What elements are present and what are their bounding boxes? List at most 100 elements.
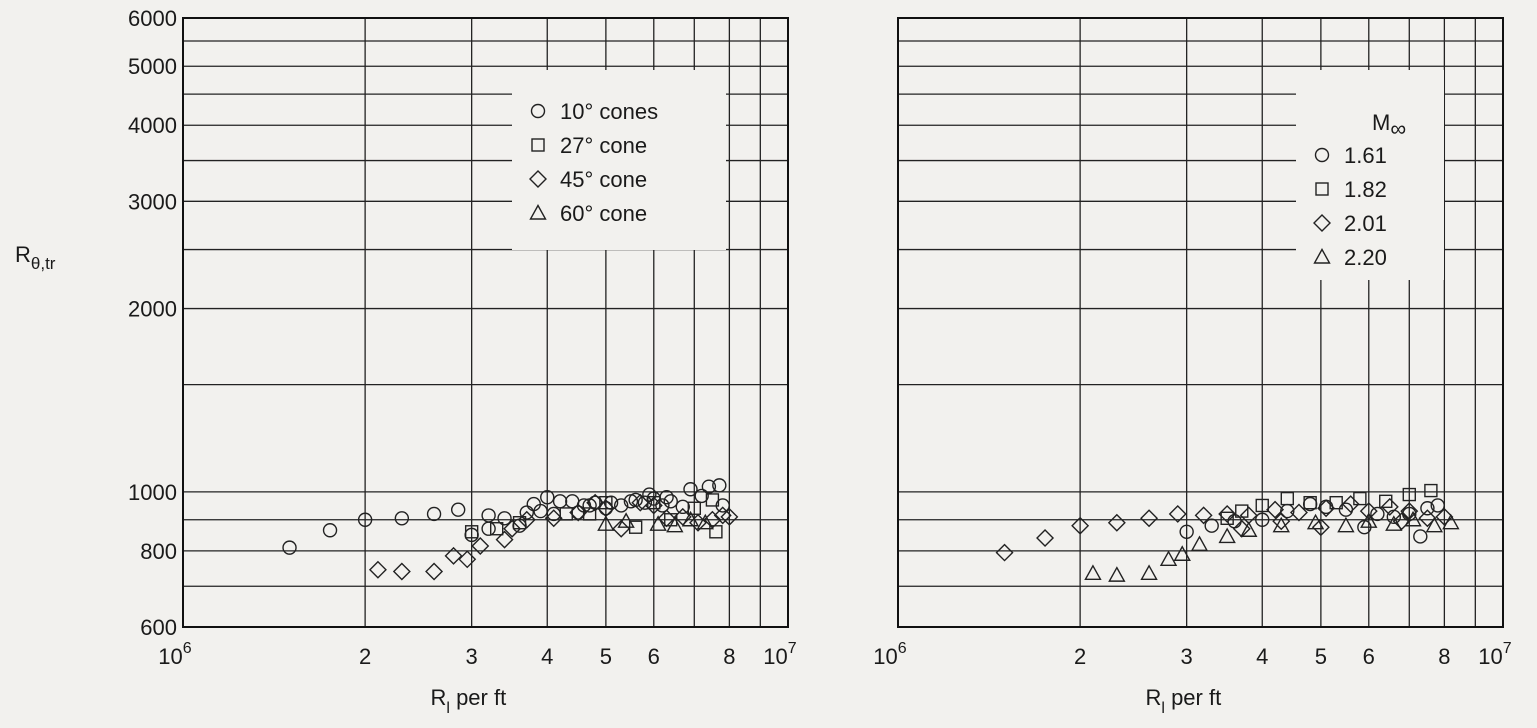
data-point-circle bbox=[450, 502, 466, 517]
data-point-circle bbox=[519, 505, 534, 520]
legend-entry-label: 2.20 bbox=[1344, 245, 1387, 270]
data-point-square bbox=[582, 507, 597, 521]
data-point-diamond bbox=[1194, 506, 1213, 525]
data-point-diamond bbox=[631, 493, 650, 512]
data-point-triangle bbox=[1272, 516, 1290, 533]
data-points bbox=[995, 483, 1460, 582]
data-point-square bbox=[1402, 487, 1416, 502]
data-point-circle bbox=[497, 511, 512, 526]
data-point-circle bbox=[481, 508, 496, 523]
data-point-circle bbox=[1338, 502, 1354, 517]
data-point-square bbox=[464, 525, 479, 539]
data-point-diamond bbox=[1289, 503, 1308, 522]
data-point-triangle bbox=[1306, 513, 1325, 530]
legend-triangle-icon bbox=[529, 204, 547, 220]
data-point-circle bbox=[613, 498, 629, 513]
data-point-square bbox=[687, 501, 701, 515]
data-point-circle bbox=[526, 496, 541, 512]
data-point-diamond bbox=[1036, 529, 1055, 547]
data-point-diamond bbox=[1107, 513, 1126, 532]
data-points bbox=[282, 478, 739, 581]
legend-entry-label: 10° cones bbox=[560, 99, 658, 124]
data-point-diamond bbox=[1311, 518, 1330, 537]
data-point-triangle bbox=[1140, 564, 1158, 581]
data-point-diamond bbox=[392, 562, 411, 581]
data-point-diamond bbox=[1266, 500, 1285, 519]
data-point-circle bbox=[712, 478, 727, 493]
data-point-diamond bbox=[1418, 509, 1437, 528]
data-point-circle bbox=[1255, 512, 1270, 527]
data-point-circle bbox=[1370, 506, 1385, 522]
x-tick-label: 8 bbox=[1438, 644, 1450, 669]
data-point-diamond bbox=[495, 530, 514, 549]
plot-frame bbox=[182, 17, 789, 628]
y-axis-label: Rθ,tr bbox=[15, 242, 56, 273]
left-chart-panel: 106 2 3 4 5 6 8 107 600 800 1000 2000 3000 4000 5000 60… bbox=[15, 6, 797, 717]
legend-entry-label: 2.01 bbox=[1344, 211, 1387, 236]
data-point-diamond bbox=[544, 509, 563, 528]
data-point-triangle bbox=[1385, 515, 1403, 531]
y-tick-label: 5000 bbox=[128, 54, 177, 79]
x-tick-label: 107 bbox=[1478, 640, 1511, 669]
x-tick-label: 106 bbox=[873, 640, 906, 669]
data-point-diamond bbox=[1341, 495, 1360, 514]
plot-frame bbox=[897, 17, 1504, 628]
data-point-diamond bbox=[1071, 516, 1090, 535]
legend-circle-icon bbox=[530, 103, 546, 119]
y-tick-label: 4000 bbox=[128, 113, 177, 138]
right-chart-panel: 106 2 3 4 5 6 8 107 Rl per ft M∞1.61 1.82 2.01 2.20 bbox=[873, 17, 1512, 717]
x-tick-label: 3 bbox=[1181, 644, 1193, 669]
data-point-circle bbox=[394, 511, 410, 526]
data-point-square bbox=[705, 493, 720, 507]
data-point-square bbox=[1303, 495, 1317, 510]
data-point-circle bbox=[357, 512, 373, 527]
data-point-triangle bbox=[597, 515, 615, 531]
legend-diamond-icon bbox=[529, 170, 547, 188]
data-point-triangle bbox=[1442, 513, 1460, 530]
data-point-diamond bbox=[657, 509, 676, 528]
data-point-diamond bbox=[586, 493, 605, 512]
y-tick-label: 800 bbox=[140, 539, 177, 564]
legend: 10° cones 27° cone 45° cone 60° cone bbox=[512, 70, 726, 250]
data-point-circle bbox=[1430, 498, 1445, 513]
data-point-triangle bbox=[696, 513, 714, 530]
legend-square-icon bbox=[1315, 182, 1329, 196]
data-point-diamond bbox=[1435, 507, 1454, 526]
data-point-square bbox=[1379, 494, 1393, 509]
legend-box bbox=[512, 70, 726, 250]
data-point-diamond bbox=[458, 550, 477, 569]
data-point-circle bbox=[701, 479, 717, 494]
data-point-triangle bbox=[1240, 521, 1258, 537]
data-point-diamond bbox=[471, 537, 490, 555]
data-point-diamond bbox=[517, 510, 536, 529]
data-point-triangle bbox=[1337, 516, 1355, 533]
x-tick-label: 8 bbox=[723, 644, 735, 669]
data-point-diamond bbox=[713, 506, 732, 525]
data-point-triangle bbox=[1159, 550, 1178, 567]
data-point-circle bbox=[1179, 524, 1194, 539]
data-point-circle bbox=[683, 482, 698, 497]
data-point-triangle bbox=[1190, 535, 1209, 552]
legend-diamond-icon bbox=[1313, 214, 1331, 232]
data-point-diamond bbox=[995, 543, 1014, 562]
data-point-square bbox=[1255, 498, 1269, 513]
data-point-triangle bbox=[1425, 516, 1444, 533]
data-point-square bbox=[599, 495, 613, 510]
data-point-square bbox=[1220, 511, 1234, 525]
x-tick-label: 2 bbox=[1074, 644, 1086, 669]
data-point-diamond bbox=[720, 507, 739, 526]
data-point-diamond bbox=[425, 562, 444, 581]
data-point-diamond bbox=[444, 546, 463, 565]
legend-entry-label: 60° cone bbox=[560, 201, 647, 226]
data-point-circle bbox=[552, 494, 568, 509]
data-point-triangle bbox=[1404, 510, 1422, 527]
data-point-circle bbox=[1204, 518, 1219, 533]
data-point-triangle bbox=[1108, 566, 1126, 582]
legend-entry-label: 27° cone bbox=[560, 133, 647, 158]
x-tick-label: 5 bbox=[1315, 644, 1327, 669]
data-point-circle bbox=[426, 506, 442, 522]
data-point-diamond bbox=[503, 519, 522, 538]
data-point-diamond bbox=[612, 519, 631, 538]
x-axis-label: Rl per ft bbox=[1146, 685, 1222, 717]
data-point-circle bbox=[1413, 529, 1428, 544]
